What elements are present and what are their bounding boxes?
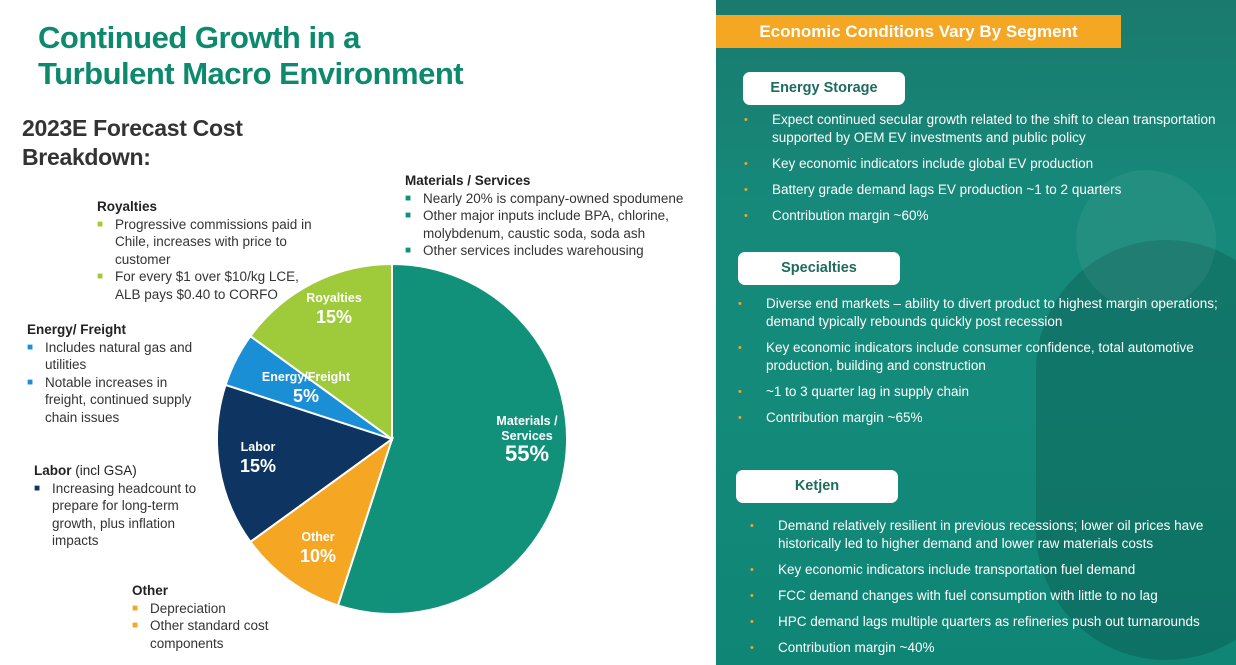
note-labor-heading-suffix: (incl GSA) [71,463,137,478]
note-materials-heading: Materials / Services [405,173,531,188]
bullet-icon: • [750,642,754,654]
bullet-icon: ■ [132,602,139,614]
bullet-icon: • [750,590,754,602]
note-other: Other ■ Depreciation ■ Other standard cost c… [132,582,292,652]
bullet-icon: ■ [405,192,412,204]
segment-1-item-2: • ~1 to 3 quarter lag in supply chain [738,384,970,399]
segment-panel: Economic Conditions Vary By Segment Ener… [716,0,1236,665]
note-materials-item-2: ■ Other services includes warehousing [405,243,644,258]
bullet-icon: • [750,520,754,532]
bullet-icon: ■ [405,245,412,256]
panel-banner: Economic Conditions Vary By Segment [716,15,1121,48]
note-labor-item-0: ■ Increasing headcount to prepare for lon… [34,480,197,549]
bullet-icon: • [744,210,748,222]
pie-slice-4 [249,262,393,441]
segment-energy-storage-label: Energy Storage [743,72,905,105]
bullet-icon: • [738,342,742,354]
bullet-icon: • [738,298,742,310]
segment-0-item-0: • Expect continued secular growth related… [744,112,1216,145]
bullet-icon: • [744,184,748,196]
note-royalties-heading: Royalties [97,199,158,214]
note-other-heading: Other [132,583,169,598]
note-labor: Labor (incl GSA) ■ Increasing headcount to… [34,462,209,550]
note-materials-services: Materials / Services ■ Nearly 20% is compa… [405,172,705,260]
segment-0-item-2: • Battery grade demand lags EV production… [744,182,1122,197]
note-materials-item-0: ■ Nearly 20% is company-owned spodumene [405,190,684,206]
bullet-icon: • [750,564,754,576]
chart-title: 2023E Forecast Cost Breakdown: [22,114,243,172]
bullet-icon: • [744,158,748,170]
segment-2-item-1: • Key economic indicators include transpo… [750,562,1136,577]
note-other-item-1: ■ Other standard cost components [132,618,269,651]
segment-0-item-3: • Contribution margin ~60% [744,208,929,223]
pie-label-1: Other 10% [300,530,336,566]
bullet-icon: • [738,412,742,424]
note-royalties-item-0: ■ Progressive commissions paid in Chile, … [97,216,312,267]
segment-1-item-1: • Key economic indicators include consume… [738,340,1194,373]
page-title-line-1: Continued Growth in a [38,20,360,55]
segment-2-item-2: • FCC demand changes with fuel consumptio… [750,588,1158,603]
pie-slice-0 [336,262,569,615]
pie-label-2: Labor 15% [240,440,276,476]
bullet-icon: • [738,386,742,398]
bullet-icon: ■ [132,620,139,631]
segment-2-item-3: • HPC demand lags multiple quarters as re… [750,614,1200,629]
pie-label-3: Energy/Freight 5% [262,370,351,406]
pie-slice-1 [249,436,394,607]
pie-label-4: Royalties 15% [306,291,362,327]
segment-specialties-label: Specialties [738,252,900,285]
segment-specialties-list: • Diverse end markets – ability to divert… [738,295,1228,435]
segment-0-item-1: • Key economic indicators include global … [744,156,1094,171]
bullet-icon: ■ [97,218,104,230]
background-figure [1036,240,1236,660]
bullet-icon: ■ [97,271,104,282]
note-royalties-item-1: ■ For every $1 over $10/kg LCE, ALB pays … [97,269,299,302]
bullet-icon: ■ [27,341,34,353]
bullet-icon: ■ [27,376,34,388]
page-title: Continued Growth in a Turbulent Macro En… [38,20,464,92]
bullet-icon: ■ [405,210,412,221]
segment-2-item-4: • Contribution margin ~40% [750,640,935,655]
bullet-icon: ■ [34,482,41,494]
note-energy-item-1: ■ Notable increases in freight, continued… [27,374,192,425]
note-royalties: Royalties ■ Progressive commissions paid i… [97,198,322,303]
note-materials-item-1: ■ Other major inputs include BPA, chlorin… [405,208,669,241]
bullet-icon: • [744,114,748,126]
segment-ketjen-label: Ketjen [736,470,898,503]
pie-slice-2 [216,383,395,544]
note-energy-item-0: ■ Includes natural gas and utilities [27,339,193,373]
pie-label-0: Materials / Services 55% [496,414,558,466]
segment-2-item-0: • Demand relatively resilient in previous… [750,518,1204,551]
segment-1-item-0: • Diverse end markets – ability to divert… [738,296,1218,329]
segment-1-item-3: • Contribution margin ~65% [738,410,923,425]
page-title-line-2: Turbulent Macro Environment [38,56,464,91]
background-helmet [1076,170,1216,310]
segment-ketjen-list: • Demand relatively resilient in previous… [750,517,1228,665]
chart-title-line-1: 2023E Forecast Cost [22,115,243,141]
note-energy-freight: Energy/ Freight ■ Includes natural gas and… [27,321,207,426]
note-labor-heading: Labor (incl GSA) [34,463,137,478]
segment-energy-storage-list: • Expect continued secular growth related… [744,111,1224,233]
bullet-icon: • [750,616,754,628]
cost-breakdown-pie-chart: Materials / Services 55% Other 10% Labor 15% En… [216,262,569,615]
note-energy-heading: Energy/ Freight [27,322,127,337]
chart-title-line-2: Breakdown: [22,144,151,170]
note-other-item-0: ■ Depreciation [132,600,226,616]
